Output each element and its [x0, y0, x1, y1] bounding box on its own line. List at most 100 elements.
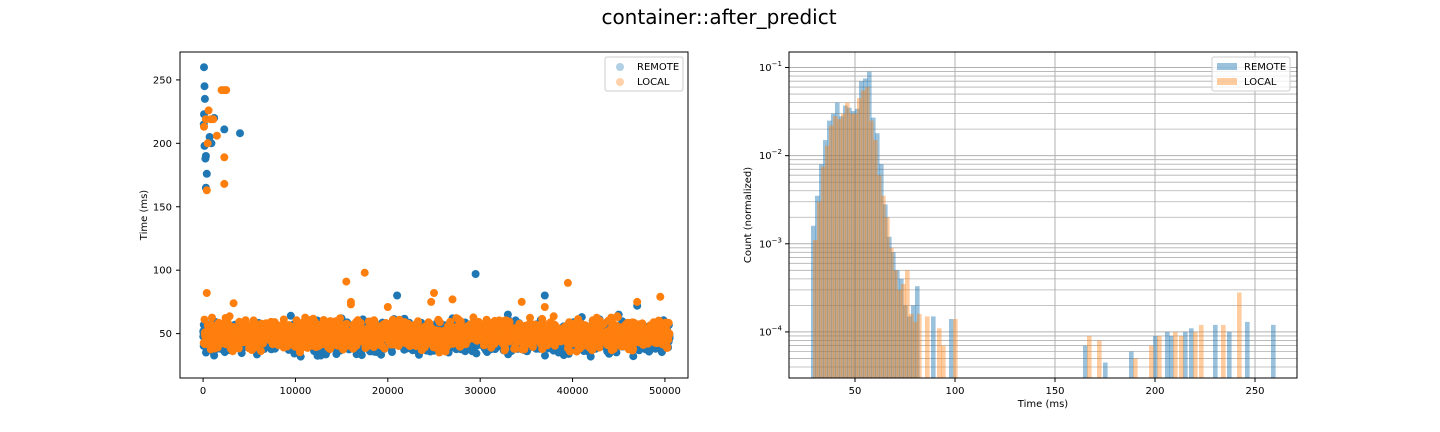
scatter-point [448, 295, 457, 304]
scatter-point [314, 336, 323, 345]
histogram-bar [891, 252, 896, 378]
scatter-point [246, 329, 255, 338]
scatter-point [442, 343, 451, 352]
scatter-point [279, 315, 288, 324]
scatter-point [655, 331, 664, 339]
histogram-bar [925, 316, 930, 378]
histogram-bar [899, 278, 904, 378]
histogram-legend-box [1211, 56, 1291, 92]
histogram-bar [1133, 358, 1138, 378]
histogram-bar [1221, 324, 1226, 378]
histogram-bar [863, 78, 868, 378]
scatter-point [302, 341, 311, 350]
histogram-bar [931, 316, 936, 378]
histogram-bar [1169, 336, 1174, 378]
scatter-point [205, 133, 214, 141]
scatter-point [202, 289, 211, 297]
scatter-point [469, 313, 478, 322]
scatter-point [324, 343, 333, 352]
histogram-bar [941, 345, 946, 378]
histogram-bar [821, 166, 826, 378]
histogram-bar [855, 108, 860, 379]
histogram-bar [1083, 345, 1088, 378]
histogram-bar [845, 102, 850, 378]
histogram-bar [865, 87, 870, 378]
scatter-point [520, 345, 529, 354]
legend-label-local-hist: LOCAL [1244, 77, 1277, 88]
legend-marker-local [616, 78, 624, 86]
scatter-point [414, 331, 422, 340]
x-tick-label: 150 [1045, 386, 1064, 397]
histogram-bar [1103, 362, 1108, 378]
histogram-bar [813, 240, 818, 378]
histogram-bar [839, 116, 844, 378]
histogram-bar [869, 120, 874, 378]
histogram-bar [859, 81, 864, 378]
histogram-bar [883, 204, 888, 378]
scatter-point [236, 129, 244, 138]
scatter-point [200, 94, 209, 103]
scatter-point [633, 297, 642, 306]
scatter-point [500, 346, 509, 355]
scatter-point [540, 303, 549, 311]
histogram-bar [937, 328, 942, 378]
scatter-point [259, 339, 267, 348]
scatter-point [219, 319, 228, 328]
y-tick-label: 100 [153, 266, 172, 277]
scatter-point [220, 125, 229, 134]
scatter-point [309, 314, 318, 323]
x-tick-label: 100 [945, 386, 964, 397]
scatter-point [524, 339, 533, 348]
scatter-point [209, 115, 218, 124]
scatter-point [455, 324, 464, 333]
scatter-point [446, 327, 455, 336]
histogram-bar [829, 125, 834, 378]
histogram-bar [1193, 331, 1198, 378]
scatter-point [540, 291, 549, 300]
scatter-point [446, 317, 455, 326]
scatter-point [289, 332, 298, 341]
scatter-point [383, 331, 392, 340]
histogram-bar [849, 113, 854, 378]
histogram-bar [817, 201, 822, 378]
scatter-point [301, 324, 310, 333]
scatter-point [549, 320, 557, 329]
scatter-point [435, 348, 444, 357]
scatter-point [263, 331, 271, 340]
histogram-bar [831, 113, 836, 378]
histogram-bar [953, 319, 958, 378]
histogram-bar [1213, 324, 1218, 378]
histogram-bar [949, 319, 954, 378]
scatter-point [200, 82, 209, 91]
scatter-point [409, 325, 418, 333]
scatter-point [563, 278, 572, 287]
histogram-bar [837, 119, 842, 378]
histogram-bar [825, 145, 830, 378]
x-tick-label: 30000 [464, 386, 496, 397]
scatter-point [229, 325, 238, 334]
scatter-point [612, 335, 621, 344]
scatter-point [203, 139, 212, 148]
histogram-bar [815, 195, 820, 378]
scatter-point [430, 289, 438, 297]
scatter-point [585, 339, 594, 348]
x-tick-label: 10000 [280, 386, 312, 397]
scatter-point [200, 63, 208, 72]
legend-swatch-local [1217, 78, 1237, 85]
histogram-bar [1183, 331, 1188, 378]
scatter-point [236, 337, 245, 346]
scatter-point [344, 330, 353, 339]
scatter-point [565, 337, 574, 346]
histogram-bar [1179, 336, 1184, 378]
histogram-bar [1199, 324, 1204, 378]
scatter-point [327, 329, 336, 338]
x-tick-label: 20000 [372, 386, 404, 397]
scatter-point [356, 319, 365, 327]
y-tick-label: 10−1 [759, 60, 782, 74]
histogram-bar [905, 270, 910, 378]
legend-label-local: LOCAL [637, 77, 670, 88]
scatter-point [208, 343, 217, 352]
histogram-bar [875, 133, 880, 378]
scatter-point [524, 327, 533, 336]
scatter-point [395, 324, 404, 333]
